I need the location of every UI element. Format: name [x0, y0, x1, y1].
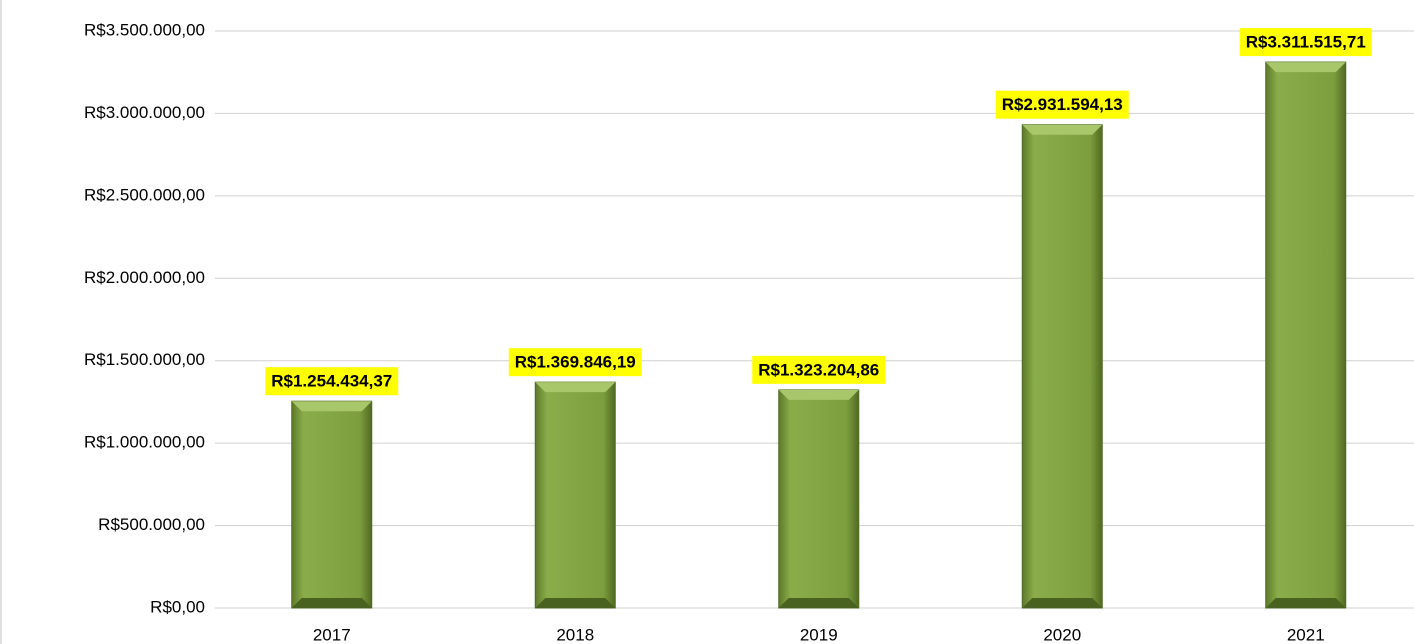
value-label-bg: [508, 348, 642, 377]
bar-bevel-top: [778, 389, 859, 400]
y-tick-label: R$3.000.000,00: [84, 103, 205, 122]
bar-bevel-top: [291, 401, 372, 412]
y-tick-label: R$1.500.000,00: [84, 350, 205, 369]
x-tick-label: 2017: [313, 625, 351, 644]
bar: [291, 400, 373, 609]
y-tick-label: R$2.000.000,00: [84, 268, 205, 287]
bar-bevel-bottom: [1022, 598, 1103, 608]
value-label: R$3.311.515,71: [1246, 33, 1366, 52]
bar-bevel-bottom: [291, 598, 372, 608]
bar-bevel-top: [1022, 124, 1103, 135]
value-label: R$1.369.846,19: [515, 353, 636, 372]
value-label: R$1.254.434,37: [271, 372, 392, 391]
x-tick-label: 2021: [1287, 625, 1325, 644]
value-label-bg: [265, 367, 399, 396]
y-tick-label: R$3.500.000,00: [84, 20, 205, 39]
value-label: R$1.323.204,86: [758, 360, 879, 379]
y-tick-label: R$2.500.000,00: [84, 185, 205, 204]
bar-bevel-bottom: [535, 598, 616, 608]
y-tick-label: R$500.000,00: [98, 515, 205, 534]
bar: [1021, 124, 1103, 609]
value-label-bg: [995, 90, 1129, 119]
bar-bevel-top: [1265, 62, 1346, 73]
value-label: R$2.931.594,13: [1002, 95, 1123, 114]
x-tick-label: 2019: [800, 625, 838, 644]
y-tick-label: R$0,00: [150, 597, 205, 616]
y-tick-label: R$1.000.000,00: [84, 433, 205, 452]
value-label-bg: [1239, 28, 1372, 57]
bar: [534, 381, 616, 609]
x-tick-label: 2020: [1043, 625, 1081, 644]
bar-bevel-top: [535, 382, 616, 393]
bar: [778, 389, 860, 609]
value-label-bg: [752, 355, 886, 384]
bar-bevel-bottom: [778, 598, 859, 608]
x-tick-label: 2018: [556, 625, 594, 644]
bar-bevel-bottom: [1265, 598, 1346, 608]
bar: [1265, 61, 1347, 609]
